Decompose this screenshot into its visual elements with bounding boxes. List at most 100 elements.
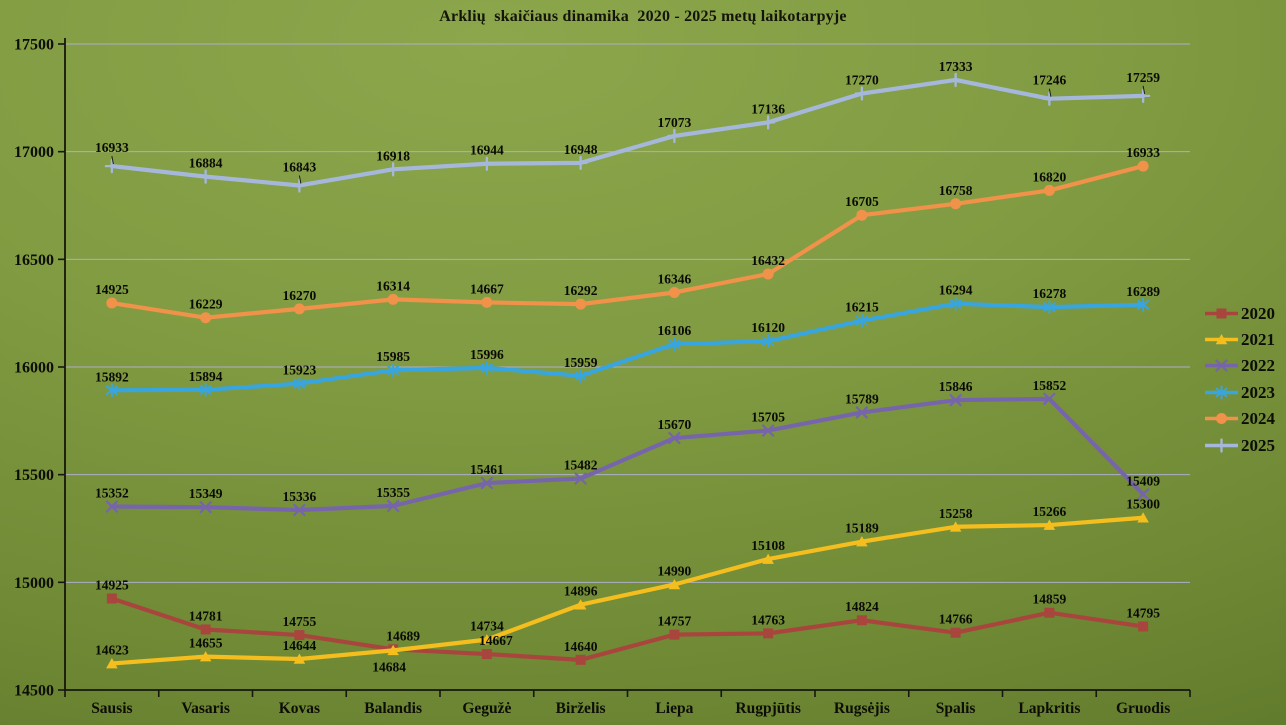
series-line-2021: [106, 512, 1149, 669]
data-label: 16120: [751, 320, 785, 335]
data-label: 14667: [470, 281, 504, 296]
x-tick-label: Liepa: [655, 700, 693, 717]
data-label: 15959: [564, 355, 598, 370]
series-labels-2022: 15352 15349 15336 15355 15461 15482 15670 15705…: [95, 378, 1160, 504]
data-label: 16948: [564, 142, 598, 157]
data-label: 14824: [845, 599, 879, 614]
data-label: 14644: [283, 638, 317, 653]
x-tick-label: Rugpjūtis: [735, 700, 800, 717]
data-label: 14795: [1126, 605, 1160, 620]
data-label: 14766: [939, 612, 973, 627]
data-label: 16820: [1033, 169, 1067, 184]
gridlines: [65, 43, 1190, 583]
legend-marker-icon: [1205, 359, 1238, 373]
legend-marker-icon: [1205, 413, 1238, 425]
legend-label: 2022: [1241, 356, 1275, 376]
data-label: 15996: [470, 347, 504, 362]
data-label: 17259: [1126, 70, 1160, 85]
data-label: 16229: [189, 297, 223, 312]
data-label: 15409: [1126, 473, 1160, 488]
data-label: 15705: [751, 410, 785, 425]
series-line-2022: [105, 392, 1150, 517]
data-label: 16843: [283, 159, 317, 174]
data-label: 14623: [95, 643, 129, 658]
data-label: 16884: [189, 156, 223, 171]
y-tick-label: 14500: [14, 683, 54, 700]
series-line-2025: [104, 72, 1151, 193]
x-tick-label: Spalis: [936, 700, 976, 717]
data-label: 14640: [564, 639, 598, 654]
y-tick-label: 15000: [14, 575, 54, 592]
data-label: 15352: [95, 486, 129, 501]
x-axis: Sausis Vasaris Kovas Balandis Gegužė Birželis…: [64, 689, 1191, 717]
data-label: 17270: [845, 73, 879, 88]
series-line-2024: [106, 160, 1149, 324]
data-label: 14655: [189, 636, 223, 651]
series-labels-2025: 16933 16884 16843 16918 16944 16948 17073 17136…: [95, 59, 1160, 184]
x-tick-label: Sausis: [91, 700, 132, 717]
data-label: 14859: [1033, 592, 1067, 607]
data-label: 15355: [376, 485, 410, 500]
legend-label: 2020: [1241, 303, 1275, 323]
data-label: 16933: [95, 140, 129, 155]
y-tick-label: 17000: [14, 144, 54, 161]
data-label: 17073: [658, 115, 692, 130]
data-label: 16278: [1033, 286, 1067, 301]
data-label: 14896: [564, 584, 598, 599]
data-label: 16106: [658, 323, 692, 338]
data-label: 14925: [95, 577, 129, 592]
chart-title: Arklių skaičiaus dinamika 2020 - 2025 me…: [439, 8, 847, 25]
data-label: 15985: [376, 349, 410, 364]
data-label: 15266: [1033, 504, 1067, 519]
legend-item-2022: 2022: [1203, 353, 1275, 379]
data-label: 14781: [189, 608, 223, 623]
legend-item-2025: 2025: [1203, 432, 1275, 458]
data-label: 16432: [751, 253, 785, 268]
data-label: 15258: [939, 506, 973, 521]
data-label: 15670: [658, 417, 692, 432]
data-label: 16944: [470, 143, 504, 158]
legend-label: 2021: [1241, 330, 1275, 350]
data-label: 14990: [658, 563, 692, 578]
data-label: 15189: [845, 521, 879, 536]
x-tick-label: Gegužė: [462, 700, 511, 717]
legend-label: 2024: [1241, 409, 1275, 429]
data-label: 16314: [376, 278, 410, 293]
series-labels-2020: 14925 14781 14755 14689 14667 14640 14757 14763…: [95, 577, 1160, 653]
data-label: 15852: [1033, 378, 1067, 393]
data-label: 14925: [95, 282, 129, 297]
legend-label: 2025: [1241, 435, 1275, 455]
data-label: 17246: [1033, 73, 1067, 88]
legend-marker-icon: [1205, 437, 1238, 453]
data-label: 15789: [845, 391, 879, 406]
series-line-2020: [106, 593, 1149, 665]
data-label: 15349: [189, 486, 223, 501]
data-label: 15461: [470, 462, 504, 477]
x-tick-label: Balandis: [364, 700, 422, 717]
data-label: 16289: [1126, 284, 1160, 299]
legend-marker-icon: [1205, 385, 1238, 400]
data-label: 16918: [376, 148, 410, 163]
data-label: 14667: [479, 633, 513, 648]
data-label: 16292: [564, 283, 598, 298]
data-label: 16294: [939, 283, 973, 298]
data-label: 14763: [751, 612, 785, 627]
data-label: 14755: [283, 614, 317, 629]
x-tick-label: Kovas: [279, 700, 320, 717]
data-label: 14689: [386, 628, 420, 643]
data-label: 14684: [372, 659, 406, 674]
series-labels-2024: 14925 16229 16270 16314 14667 16292 16346 16432…: [95, 145, 1160, 312]
data-label: 15846: [939, 379, 973, 394]
legend-item-2021: 2021: [1203, 326, 1275, 352]
legend-item-2024: 2024: [1203, 406, 1275, 432]
y-tick-label: 16000: [14, 360, 54, 377]
y-tick-label: 16500: [14, 252, 54, 269]
y-tick-label: 15500: [14, 467, 54, 484]
x-tick-label: Rugsėjis: [834, 700, 890, 717]
y-axis: 14500 15000 15500 16000 16500 17000 17500: [14, 37, 66, 700]
legend-label: 2023: [1241, 382, 1275, 402]
legend-item-2020: 2020: [1203, 300, 1275, 326]
legend-marker-icon: [1205, 308, 1238, 319]
data-label: 16933: [1126, 145, 1160, 160]
